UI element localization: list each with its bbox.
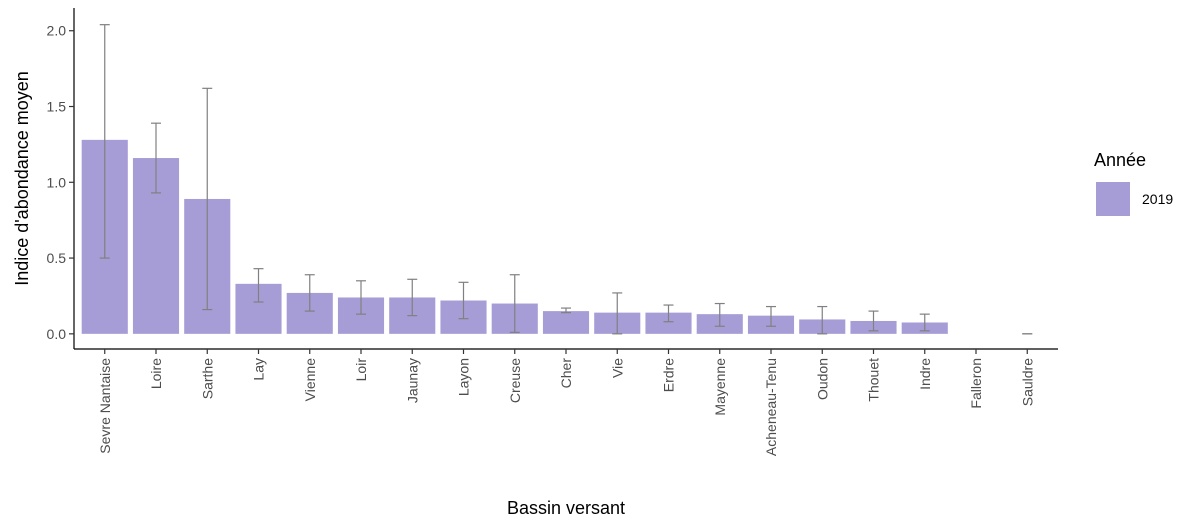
x-tick-label-loire: Loire bbox=[148, 358, 164, 389]
legend: Année 2019 bbox=[1094, 150, 1173, 216]
x-axis-ticks: Sevre Nantaise Loire Sarthe Lay Vienne Loir Ja… bbox=[97, 349, 1035, 456]
x-tick-label-vienne: Vienne bbox=[302, 358, 318, 402]
errorbar-vie bbox=[612, 292, 623, 335]
legend-label-2019: 2019 bbox=[1142, 191, 1173, 207]
errorbar-creuse bbox=[509, 274, 520, 333]
errorbar-mayenne bbox=[714, 302, 725, 327]
errorbar-thouet bbox=[868, 310, 879, 332]
legend-key-2019 bbox=[1096, 182, 1130, 216]
x-tick-label-thouet: Thouet bbox=[866, 358, 882, 402]
x-tick-label-acheneau-tenu: Acheneau-Tenu bbox=[763, 358, 779, 456]
x-tick-label-sauldre: Sauldre bbox=[1019, 358, 1035, 406]
y-tick-label: 0.5 bbox=[47, 250, 67, 266]
errorbar-indre bbox=[919, 313, 930, 332]
y-tick-label: 1.5 bbox=[47, 99, 67, 115]
x-tick-label-creuse: Creuse bbox=[507, 358, 523, 403]
x-tick-label-loir: Loir bbox=[353, 358, 369, 382]
errorbar-loir bbox=[356, 280, 366, 315]
y-tick-label: 0.0 bbox=[47, 326, 67, 342]
errorbar-oudon bbox=[817, 305, 828, 335]
x-axis-title: Bassin versant bbox=[507, 498, 625, 518]
x-tick-label-vie: Vie bbox=[609, 358, 625, 378]
errorbar-cher bbox=[561, 307, 571, 314]
x-tick-label-falleron: Falleron bbox=[968, 358, 984, 409]
x-tick-label-mayenne: Mayenne bbox=[712, 358, 728, 416]
bar-cher bbox=[542, 311, 590, 334]
x-tick-label-layon: Layon bbox=[456, 358, 472, 396]
y-tick-label: 2.0 bbox=[47, 23, 67, 39]
errorbar-loire bbox=[151, 122, 161, 194]
x-tick-label-jaunay: Jaunay bbox=[404, 358, 420, 403]
x-tick-label-lay: Lay bbox=[251, 358, 267, 381]
y-axis-title: Indice d'abondance moyen bbox=[12, 71, 32, 286]
error-bars-layer bbox=[99, 24, 1033, 335]
errorbar-lay bbox=[253, 268, 264, 303]
errorbar-erdre bbox=[663, 304, 674, 323]
x-tick-label-cher: Cher bbox=[558, 358, 574, 389]
x-tick-label-indre: Indre bbox=[917, 358, 933, 390]
errorbar-vienne bbox=[304, 274, 315, 312]
y-axis-ticks: 0.0 0.5 1.0 1.5 2.0 bbox=[47, 23, 74, 342]
legend-title: Année bbox=[1094, 150, 1146, 170]
x-tick-label-erdre: Erdre bbox=[661, 358, 677, 392]
x-tick-label-sarthe: Sarthe bbox=[199, 358, 215, 399]
x-tick-label-oudon: Oudon bbox=[814, 358, 830, 400]
y-tick-label: 1.0 bbox=[47, 174, 67, 190]
x-tick-label-sevre-nantaise: Sevre Nantaise bbox=[97, 358, 113, 454]
errorbar-sarthe bbox=[202, 87, 213, 311]
errorbar-sevre-nantaise bbox=[99, 24, 110, 259]
bar-erdre bbox=[645, 312, 692, 334]
errorbar-jaunay bbox=[407, 278, 418, 317]
errorbar-layon bbox=[458, 281, 469, 320]
errorbar-acheneau-tenu bbox=[766, 305, 776, 327]
